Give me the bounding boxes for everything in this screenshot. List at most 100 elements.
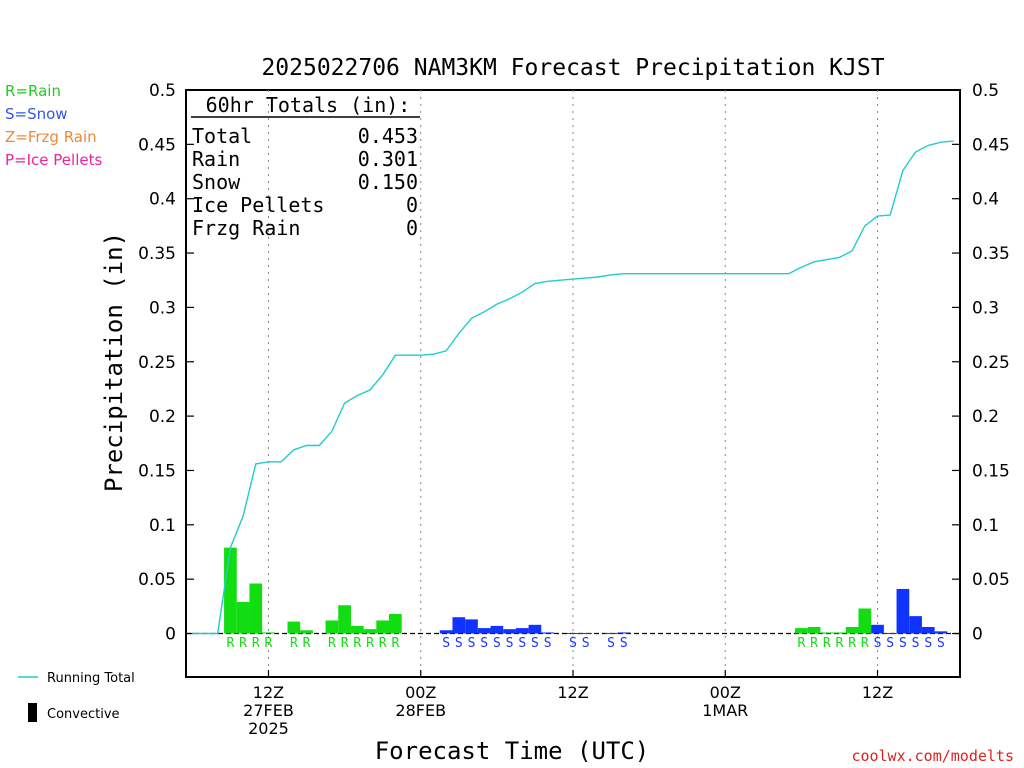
x-tick-label: 00Z bbox=[710, 683, 741, 702]
totals-box: 60hr Totals (in): Total 0.453 Rain 0.301 Snow… bbox=[191, 93, 420, 240]
convective-legend-label: Convective bbox=[47, 707, 120, 722]
y-axis-label: Precipitation (in) bbox=[100, 232, 128, 492]
precip-bar bbox=[617, 632, 631, 634]
precip-type-letter: R bbox=[303, 636, 311, 651]
totals-row-label: Total bbox=[192, 124, 252, 148]
x-tick-label: 12Z bbox=[557, 683, 588, 702]
precip-type-letter: S bbox=[480, 636, 488, 651]
y-tick-label-left: 0.15 bbox=[138, 461, 176, 481]
precip-type-letter: R bbox=[861, 636, 869, 651]
y-tick-label-right: 0.4 bbox=[972, 190, 999, 210]
precip-type-letter: R bbox=[239, 636, 247, 651]
precip-type-letter: S bbox=[899, 636, 907, 651]
precip-type-letter: S bbox=[442, 636, 450, 651]
precip-type-letter: S bbox=[518, 636, 526, 651]
y-axis-right: 0 0.05 0.1 0.15 0.2 0.25 0.3 0.35 0.4 0.45 0.5 bbox=[952, 81, 1010, 645]
precip-bar bbox=[338, 605, 351, 634]
precip-type-letter: S bbox=[455, 636, 463, 651]
x-tick-label: 27FEB bbox=[243, 701, 294, 720]
precip-bar bbox=[566, 632, 580, 634]
precip-type-letter: R bbox=[226, 636, 234, 651]
x-tick-label: 12Z bbox=[862, 683, 893, 702]
precip-type-letter: R bbox=[836, 636, 844, 651]
totals-row-label: Ice Pellets bbox=[192, 193, 324, 217]
x-tick-label: 2025 bbox=[248, 719, 289, 738]
running-total-legend-label: Running Total bbox=[47, 671, 135, 686]
precip-type-legend: R=Rain S=Snow Z=Frzg Rain P=Ice Pellets bbox=[5, 82, 102, 169]
precip-bar bbox=[287, 621, 301, 634]
precip-type-letter: S bbox=[620, 636, 628, 651]
precip-type-letter: R bbox=[848, 636, 856, 651]
precip-bar bbox=[224, 547, 237, 634]
totals-row-value: 0.301 bbox=[358, 147, 418, 171]
y-tick-label-left: 0.05 bbox=[138, 570, 176, 590]
precip-bar bbox=[325, 620, 339, 634]
y-tick-label-left: 0.45 bbox=[138, 135, 176, 155]
precip-bar bbox=[515, 628, 529, 634]
precip-bar bbox=[896, 588, 910, 634]
credit-link[interactable]: coolwx.com/modelts bbox=[851, 747, 1014, 765]
precip-bar bbox=[452, 617, 466, 634]
type-legend-entry: Z=Frzg Rain bbox=[5, 128, 97, 146]
precip-type-letter: S bbox=[506, 636, 514, 651]
precip-bar bbox=[490, 625, 504, 634]
precip-type-letter: S bbox=[582, 636, 590, 651]
precip-bar bbox=[300, 630, 313, 634]
precip-type-letter: R bbox=[823, 636, 831, 651]
precip-type-letter: R bbox=[797, 636, 805, 651]
y-tick-label-right: 0.1 bbox=[972, 516, 999, 536]
precip-bar bbox=[389, 613, 402, 634]
precip-type-letter: R bbox=[391, 636, 399, 651]
precip-bars bbox=[224, 547, 948, 634]
y-tick-label-left: 0.4 bbox=[149, 190, 176, 210]
precip-type-letter: R bbox=[810, 636, 818, 651]
y-tick-label-left: 0.3 bbox=[149, 298, 176, 318]
precip-bar bbox=[858, 608, 872, 634]
precip-type-letter: S bbox=[924, 636, 932, 651]
totals-row-value: 0 bbox=[406, 216, 418, 240]
precip-type-letter: S bbox=[544, 636, 552, 651]
totals-row-label: Snow bbox=[192, 170, 241, 194]
type-legend-entry: R=Rain bbox=[5, 82, 61, 100]
precip-bar bbox=[528, 624, 542, 634]
series-legend: Running Total Convective bbox=[18, 671, 135, 722]
precip-bar bbox=[249, 583, 263, 634]
x-tick-label: 1MAR bbox=[702, 701, 748, 720]
precip-bar bbox=[871, 624, 884, 634]
precip-bar bbox=[363, 629, 377, 634]
y-tick-label-right: 0.5 bbox=[972, 81, 999, 101]
precip-bar bbox=[541, 632, 554, 634]
precip-bar bbox=[465, 619, 478, 634]
totals-row-label: Rain bbox=[192, 147, 240, 171]
precip-bar bbox=[350, 625, 364, 634]
precip-bar bbox=[921, 626, 935, 634]
precip-type-letter: R bbox=[379, 636, 387, 651]
precip-type-letter: R bbox=[265, 636, 273, 651]
precip-bar bbox=[503, 629, 516, 634]
precip-type-letter: S bbox=[886, 636, 894, 651]
x-axis-label: Forecast Time (UTC) bbox=[375, 737, 650, 765]
y-tick-label-left: 0.1 bbox=[149, 516, 176, 536]
precip-type-letter: R bbox=[290, 636, 298, 651]
running-total-line bbox=[192, 140, 954, 635]
y-tick-label-right: 0 bbox=[972, 625, 983, 645]
x-tick-label: 00Z bbox=[405, 683, 436, 702]
x-tick-label: 28FEB bbox=[395, 701, 446, 720]
y-tick-label-right: 0.05 bbox=[972, 570, 1010, 590]
precip-type-letter: S bbox=[607, 636, 615, 651]
y-tick-label-left: 0.25 bbox=[138, 353, 176, 373]
precip-bar bbox=[376, 620, 390, 634]
precip-bar bbox=[833, 632, 846, 634]
precip-type-letter: S bbox=[937, 636, 945, 651]
precip-type-letter: R bbox=[353, 636, 361, 651]
precip-type-letter: R bbox=[328, 636, 336, 651]
type-legend-entry: P=Ice Pellets bbox=[5, 151, 102, 169]
precip-bar bbox=[807, 626, 821, 634]
convective-legend-swatch bbox=[28, 703, 37, 722]
precip-bar bbox=[604, 632, 618, 634]
precip-bar bbox=[845, 626, 859, 634]
type-legend-entry: S=Snow bbox=[5, 105, 68, 123]
